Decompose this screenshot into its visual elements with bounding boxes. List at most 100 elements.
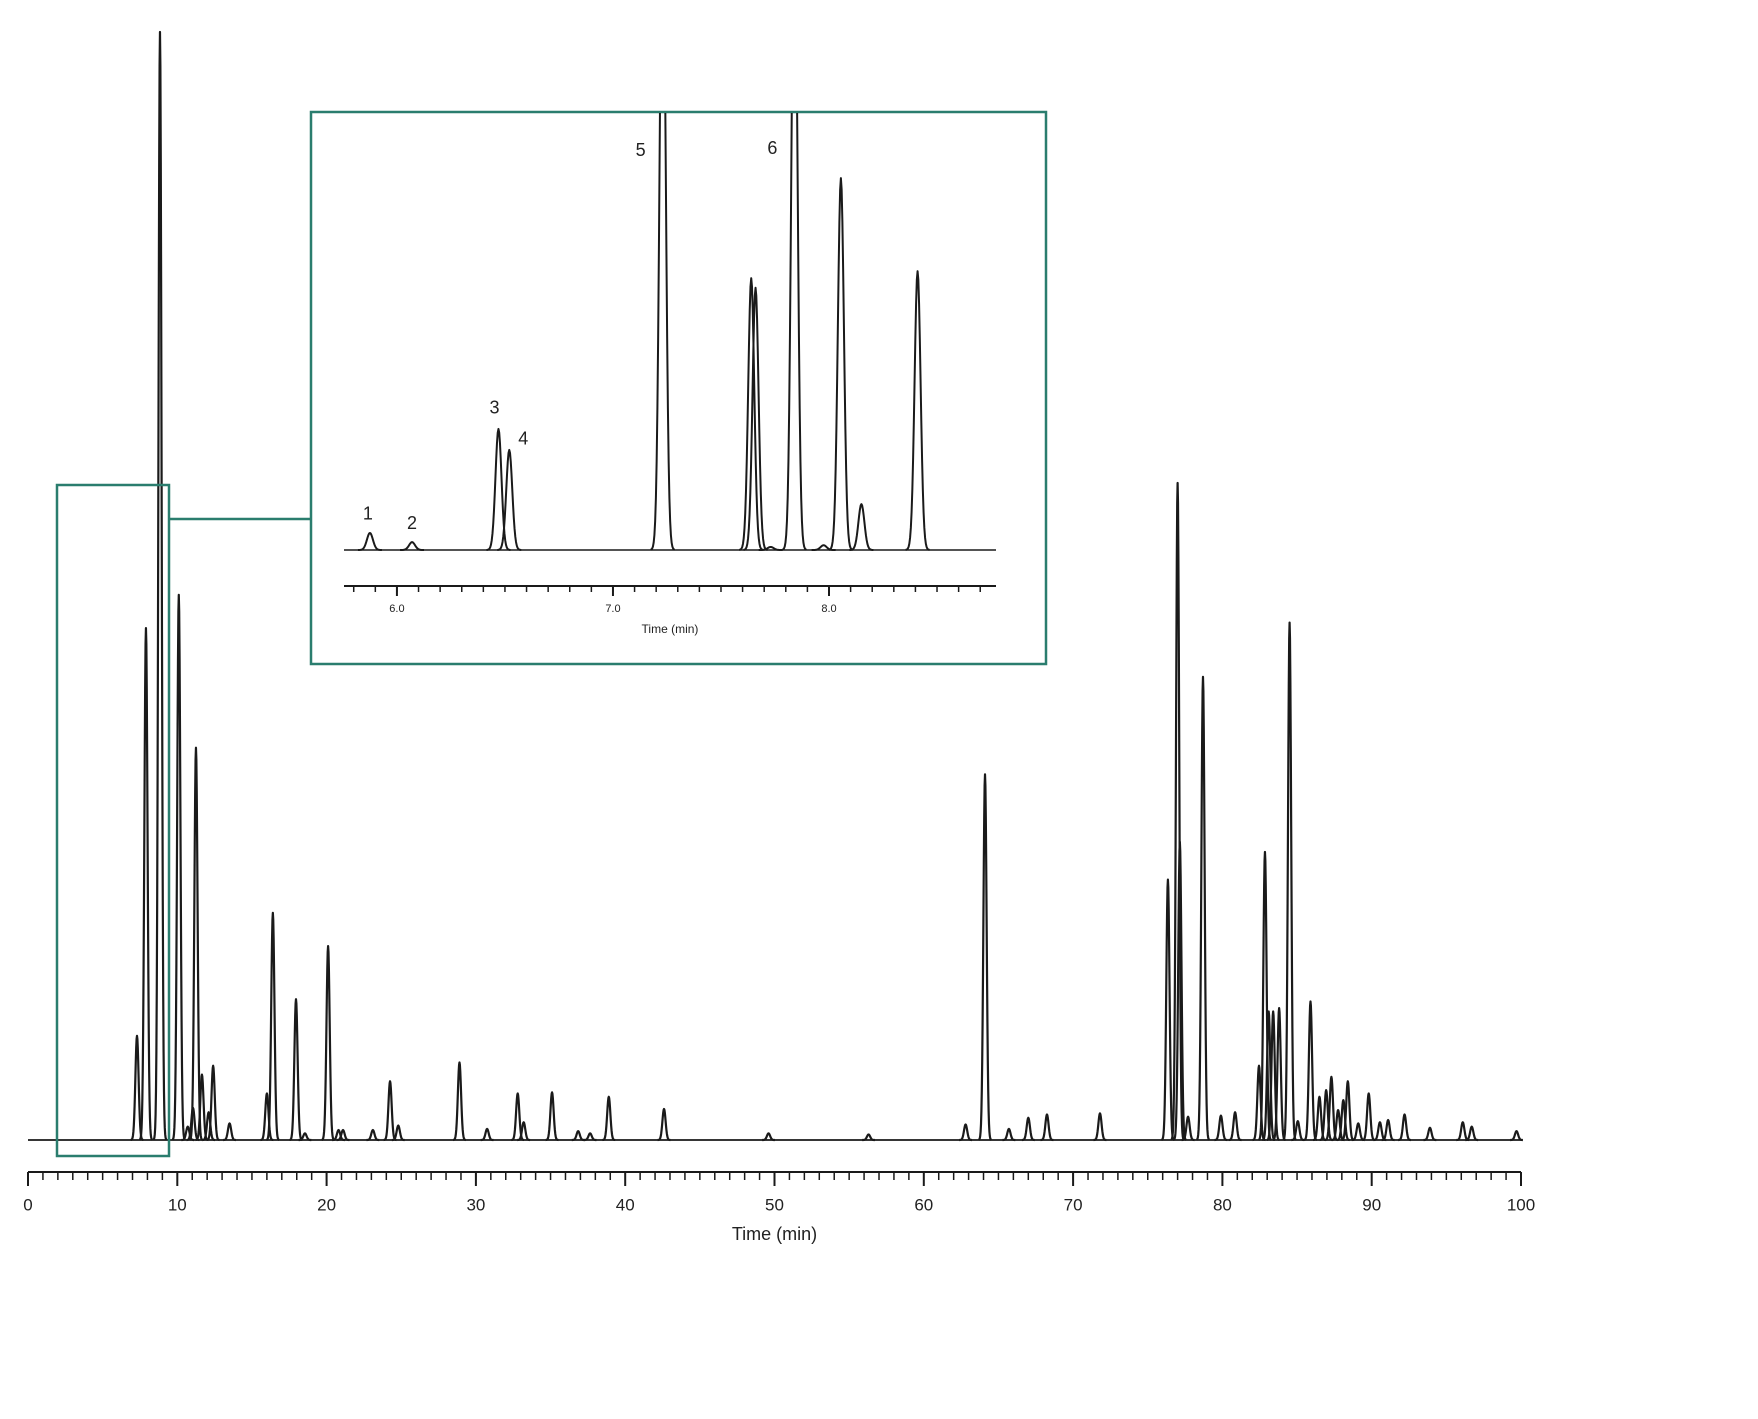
peak: [1180, 1115, 1196, 1142]
peak: [138, 627, 154, 1141]
x-axis-label: Time (min): [642, 622, 699, 636]
x-tick-label: 70: [1064, 1195, 1083, 1214]
peak: [544, 1091, 560, 1142]
peak: [1381, 1118, 1396, 1142]
peak: [335, 1128, 351, 1142]
peak: [185, 1106, 201, 1142]
peak: [1021, 1116, 1036, 1142]
peak: [761, 1132, 776, 1142]
peak: [782, 113, 807, 551]
peak: [905, 270, 930, 551]
peak: [738, 277, 764, 551]
peak: [1324, 1075, 1339, 1142]
peak: [265, 911, 280, 1141]
x-tick-label: 50: [765, 1195, 784, 1214]
x-tick-label: 60: [914, 1195, 933, 1214]
peak: [1422, 1126, 1438, 1142]
peak: [222, 1122, 237, 1142]
peak: [382, 1080, 398, 1142]
peak: [480, 1127, 495, 1142]
peak: [391, 1124, 406, 1142]
peak: [516, 1121, 531, 1142]
peak: [1319, 1089, 1334, 1142]
peak: [1039, 1113, 1055, 1142]
peak: [331, 1128, 346, 1142]
peak: [1170, 481, 1185, 1141]
peak: [452, 1061, 467, 1142]
peak: [650, 113, 676, 551]
peak: [1251, 1064, 1267, 1142]
x-tick-label: 100: [1507, 1195, 1535, 1214]
zoom-region: [55, 483, 171, 1158]
peak: [357, 531, 383, 551]
peak: [1361, 1092, 1376, 1142]
peak: [1172, 840, 1187, 1141]
peak: [365, 1128, 380, 1142]
peak: [297, 1132, 313, 1142]
peak: [1290, 1120, 1305, 1142]
peak: [1464, 1125, 1479, 1142]
peak: [486, 427, 511, 551]
inset-frame: [309, 110, 1048, 666]
peak: [1340, 1080, 1355, 1142]
peak: [849, 503, 874, 551]
peak: [1351, 1122, 1366, 1142]
x-axis-label: Time (min): [732, 1224, 817, 1244]
peak: [958, 1123, 973, 1142]
peak-label: 4: [518, 429, 528, 449]
peak: [152, 30, 168, 1141]
peak: [201, 1111, 216, 1142]
peak: [1092, 1112, 1108, 1142]
peak: [977, 773, 993, 1141]
peak: [399, 541, 425, 551]
peak: [180, 1125, 195, 1142]
peak: [1001, 1127, 1016, 1142]
main-chart: 0 10 20 30 40 50 60 70 80 90 100 Time (min): [23, 30, 1535, 1244]
peak: [1272, 1007, 1287, 1142]
x-tick-label: 8.0: [821, 603, 836, 615]
peak: [583, 1132, 598, 1142]
peak: [656, 1107, 672, 1142]
peak-label: 6: [767, 138, 777, 158]
peak: [259, 1092, 274, 1142]
peak: [206, 1064, 221, 1142]
peak-label: 3: [489, 398, 499, 418]
peak: [510, 1092, 525, 1142]
peak: [1336, 1099, 1351, 1142]
x-tick-label: 10: [168, 1195, 187, 1214]
peak: [1213, 1114, 1229, 1142]
peak: [758, 545, 783, 551]
peak: [1282, 621, 1297, 1141]
peak: [1266, 1010, 1281, 1142]
peak: [1509, 1130, 1524, 1142]
x-tick-label: 7.0: [605, 603, 620, 615]
peak-label: 5: [636, 140, 646, 160]
peak: [1227, 1111, 1243, 1142]
peak: [1455, 1121, 1470, 1142]
x-tick-label: 40: [616, 1195, 635, 1214]
peak: [1261, 1010, 1276, 1142]
peak: [571, 1130, 586, 1142]
peak-label: 1: [363, 504, 373, 524]
peak: [320, 945, 336, 1141]
x-tick-label: 0: [23, 1195, 32, 1214]
peak: [601, 1095, 616, 1142]
peak: [171, 593, 186, 1141]
peak: [743, 286, 768, 551]
peak: [1397, 1113, 1412, 1142]
peak: [861, 1133, 876, 1142]
x-tick-label: 6.0: [389, 603, 404, 615]
x-tick-label: 30: [466, 1195, 485, 1214]
peak: [497, 448, 522, 551]
peak: [1160, 878, 1176, 1141]
peak: [828, 177, 854, 551]
peak: [288, 998, 304, 1142]
peak: [1312, 1095, 1327, 1142]
peak: [1195, 675, 1211, 1141]
x-tick-label: 20: [317, 1195, 336, 1214]
x-tick-label: 80: [1213, 1195, 1232, 1214]
x-tick-label: 90: [1362, 1195, 1381, 1214]
inset-chart: 1 2 34 5 6 6.0 7.0 8.0 Time (min): [344, 113, 996, 636]
peak-label: 2: [407, 513, 417, 533]
